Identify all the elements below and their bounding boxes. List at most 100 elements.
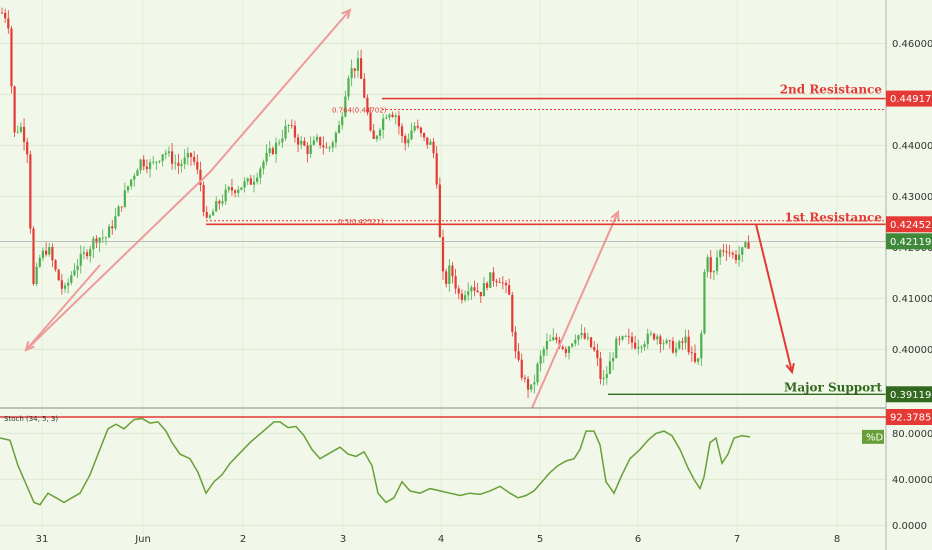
candle-body	[470, 287, 473, 292]
stochastic-pane	[0, 416, 886, 506]
candle-body	[495, 281, 498, 283]
candle-body	[719, 250, 722, 258]
candle-body	[67, 282, 70, 286]
candle-body	[586, 337, 589, 339]
candle-body	[256, 177, 259, 182]
candle-body	[57, 269, 60, 281]
candle-body	[356, 58, 360, 71]
candle-body	[675, 348, 678, 353]
candle-body	[489, 272, 492, 288]
candle-body	[407, 139, 410, 144]
candle-body	[624, 335, 627, 337]
candle-body	[331, 142, 334, 148]
uptrend-arrow-head	[341, 8, 352, 19]
candle-body	[70, 275, 73, 283]
candle-body	[300, 140, 303, 145]
candle-body	[230, 187, 234, 191]
rally-arrow	[599, 211, 619, 254]
candle-body	[549, 340, 552, 341]
candle-body	[142, 159, 145, 167]
candle-body	[665, 340, 668, 344]
candle-body	[60, 280, 63, 289]
candle-body	[734, 254, 738, 260]
candle-body	[630, 336, 634, 343]
candle-body	[426, 137, 429, 145]
candle-body	[501, 282, 504, 284]
candle-body	[114, 216, 117, 229]
candle-body	[158, 160, 161, 162]
candle-body	[133, 175, 136, 180]
candle-body	[413, 125, 416, 131]
candle-body	[492, 272, 495, 282]
candle-body	[95, 238, 98, 243]
candle-body	[290, 124, 293, 126]
candle-body	[715, 257, 719, 272]
candle-body	[671, 340, 675, 353]
candle-body	[328, 147, 331, 149]
candle-body	[706, 257, 709, 272]
candle-body	[85, 252, 89, 257]
candle-body	[508, 285, 511, 295]
candle-body	[539, 355, 542, 364]
downtrend-arrow	[25, 264, 101, 351]
candle-body	[738, 254, 741, 260]
candle-body	[79, 253, 82, 266]
candle-body	[498, 282, 501, 284]
price-tick-label: 0.44000	[892, 141, 932, 152]
candle-body	[73, 270, 76, 276]
candle-body	[712, 271, 715, 273]
candle-body	[432, 141, 435, 154]
badge-last-price	[886, 233, 932, 250]
stoch-tick-label: 0.0000	[892, 521, 927, 532]
second-resistance-label: 2nd Resistance	[780, 83, 883, 97]
uptrend-arrow	[209, 9, 351, 173]
projection-arrow-head	[785, 362, 795, 375]
candle-body	[136, 170, 139, 176]
candle-body	[130, 179, 133, 187]
candle-body	[593, 347, 596, 351]
candle-body	[643, 344, 646, 348]
candle-body	[511, 294, 514, 332]
candle-body	[385, 117, 388, 119]
candle-body	[237, 189, 240, 193]
badge-first-resistance	[886, 216, 932, 233]
fib-05-label: 0.5(0.42521)	[338, 218, 384, 226]
candle-body	[293, 125, 297, 138]
candle-body	[687, 336, 690, 353]
candle-body	[278, 142, 281, 144]
candle-body	[552, 337, 555, 341]
price-tick-label: 0.43000	[892, 192, 932, 203]
candle-body	[429, 141, 432, 145]
candle-body	[341, 116, 344, 126]
candle-body	[678, 341, 681, 349]
candle-body	[709, 257, 712, 273]
candle-body	[16, 131, 19, 133]
candle-body	[454, 276, 457, 289]
candle-body	[111, 226, 114, 229]
candle-body	[372, 130, 375, 139]
candle-body	[353, 68, 356, 71]
time-tick-label: 3	[340, 534, 346, 545]
candle-body	[243, 181, 246, 188]
candle-body	[262, 161, 265, 169]
stoch-title: Stoch (34, 5, 3)	[4, 415, 58, 423]
candle-body	[448, 265, 451, 284]
time-tick-label: 6	[635, 534, 641, 545]
candle-body	[652, 333, 656, 340]
candle-body	[404, 135, 407, 144]
candle-body	[252, 181, 256, 185]
candle-body	[148, 162, 152, 170]
badge-second-resistance-text: 0.44917	[890, 94, 931, 105]
candle-body	[703, 271, 706, 334]
candle-body	[690, 352, 693, 354]
candle-body	[445, 271, 448, 284]
price-badges: 0.44917 0.42452 0.42119 0.39119 92.3785 %D	[862, 90, 932, 444]
candle-body	[303, 140, 306, 146]
candle-body	[394, 115, 397, 117]
candle-body	[322, 145, 325, 148]
candle-body	[202, 184, 205, 213]
candle-body	[334, 132, 337, 143]
annotations-layer: 0.764(0.44702) 0.5(0.42521) 2nd Resistance…	[0, 8, 886, 409]
candle-body	[186, 153, 189, 158]
